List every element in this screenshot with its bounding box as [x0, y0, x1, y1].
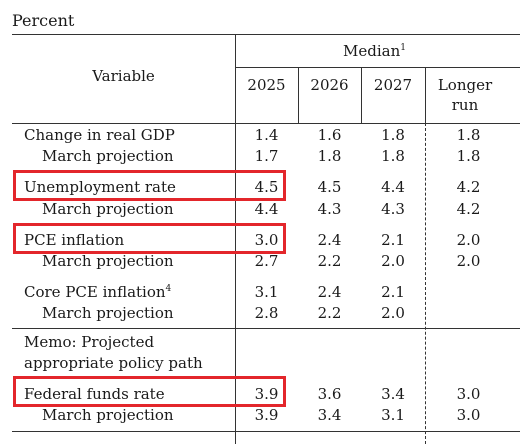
table-cell: 2.1 [381, 283, 405, 301]
table-cell: 4.3 [381, 200, 405, 218]
highlight-box-pce [13, 223, 286, 254]
table-cell: 3.0 [456, 385, 481, 403]
table-cell: 2.2 [317, 252, 342, 270]
table-cell: 4.3 [317, 200, 342, 218]
variable-header: Variable [92, 67, 155, 85]
table-cell: 3.0 [254, 231, 279, 249]
table-cell: 2.1 [381, 231, 405, 249]
row-label-march-projection: March projection [42, 304, 174, 322]
table-cell: 4.2 [456, 178, 481, 196]
highlight-box-fed-funds [13, 376, 286, 407]
year-header-2027: 2027 [373, 76, 413, 94]
table-cell: 1.6 [317, 126, 342, 144]
table-cell: 1.8 [456, 147, 481, 165]
highlight-box-unemployment [13, 170, 286, 201]
row-label-pce-inflation: PCE inflation [24, 231, 125, 249]
table-cell: 3.4 [381, 385, 405, 403]
header-bottom-rule [12, 123, 520, 124]
table-cell: 2.8 [254, 304, 279, 322]
year-header-2025: 2025 [247, 76, 286, 94]
row-label-federal-funds: Federal funds rate [24, 385, 165, 403]
longer-run-header-line1: Longer [437, 76, 493, 94]
row-label-unemployment: Unemployment rate [24, 178, 176, 196]
year-rule-2 [361, 67, 362, 123]
median-header: Median1 [343, 42, 406, 60]
table-cell: 4.4 [254, 200, 279, 218]
table-cell: 2.4 [317, 283, 342, 301]
table-cell: 3.1 [254, 283, 279, 301]
table-cell: 1.8 [317, 147, 342, 165]
table-cell: 4.5 [254, 178, 279, 196]
year-rule-3 [425, 67, 426, 123]
median-underline [235, 67, 520, 68]
table-cell: 3.4 [317, 406, 342, 424]
table-cell: 2.0 [381, 304, 405, 322]
table-cell: 1.8 [456, 126, 481, 144]
table-cell: 2.2 [317, 304, 342, 322]
table-cell: 1.8 [381, 126, 405, 144]
table-cell: 4.4 [381, 178, 405, 196]
table-cell: 3.9 [254, 385, 279, 403]
table-cell: 4.2 [456, 200, 481, 218]
table-cell: 2.0 [456, 231, 481, 249]
table-cell: 2.7 [254, 252, 279, 270]
table-cell: 2.0 [381, 252, 405, 270]
table-cell: 2.0 [456, 252, 481, 270]
table-cell: 3.6 [317, 385, 342, 403]
row-label-march-projection: March projection [42, 147, 174, 165]
unit-label: Percent [12, 11, 75, 30]
table-cell: 4.5 [317, 178, 342, 196]
row-label-core-pce: Core PCE inflation4 [24, 283, 172, 301]
year-rule-1 [298, 67, 299, 123]
longer-run-header-line2: run [451, 96, 479, 114]
table-cell: 1.4 [254, 126, 279, 144]
memo-line-2: appropriate policy path [24, 354, 203, 372]
memo-line-1: Memo: Projected [24, 333, 155, 351]
table-cell: 1.8 [381, 147, 405, 165]
label-column-rule [235, 35, 236, 444]
row-label-march-projection: March projection [42, 200, 174, 218]
table-cell: 1.7 [254, 147, 279, 165]
table-cell: 3.9 [254, 406, 279, 424]
year-header-2026: 2026 [310, 76, 349, 94]
row-label-real-gdp: Change in real GDP [24, 126, 175, 144]
row-label-march-projection: March projection [42, 252, 174, 270]
table-cell: 2.4 [317, 231, 342, 249]
longer-run-dashed-rule [425, 123, 426, 444]
table-cell: 3.1 [381, 406, 405, 424]
memo-rule [12, 328, 520, 329]
table-cell: 3.0 [456, 406, 481, 424]
top-rule [12, 34, 520, 35]
row-label-march-projection: March projection [42, 406, 174, 424]
bottom-rule [12, 431, 520, 432]
